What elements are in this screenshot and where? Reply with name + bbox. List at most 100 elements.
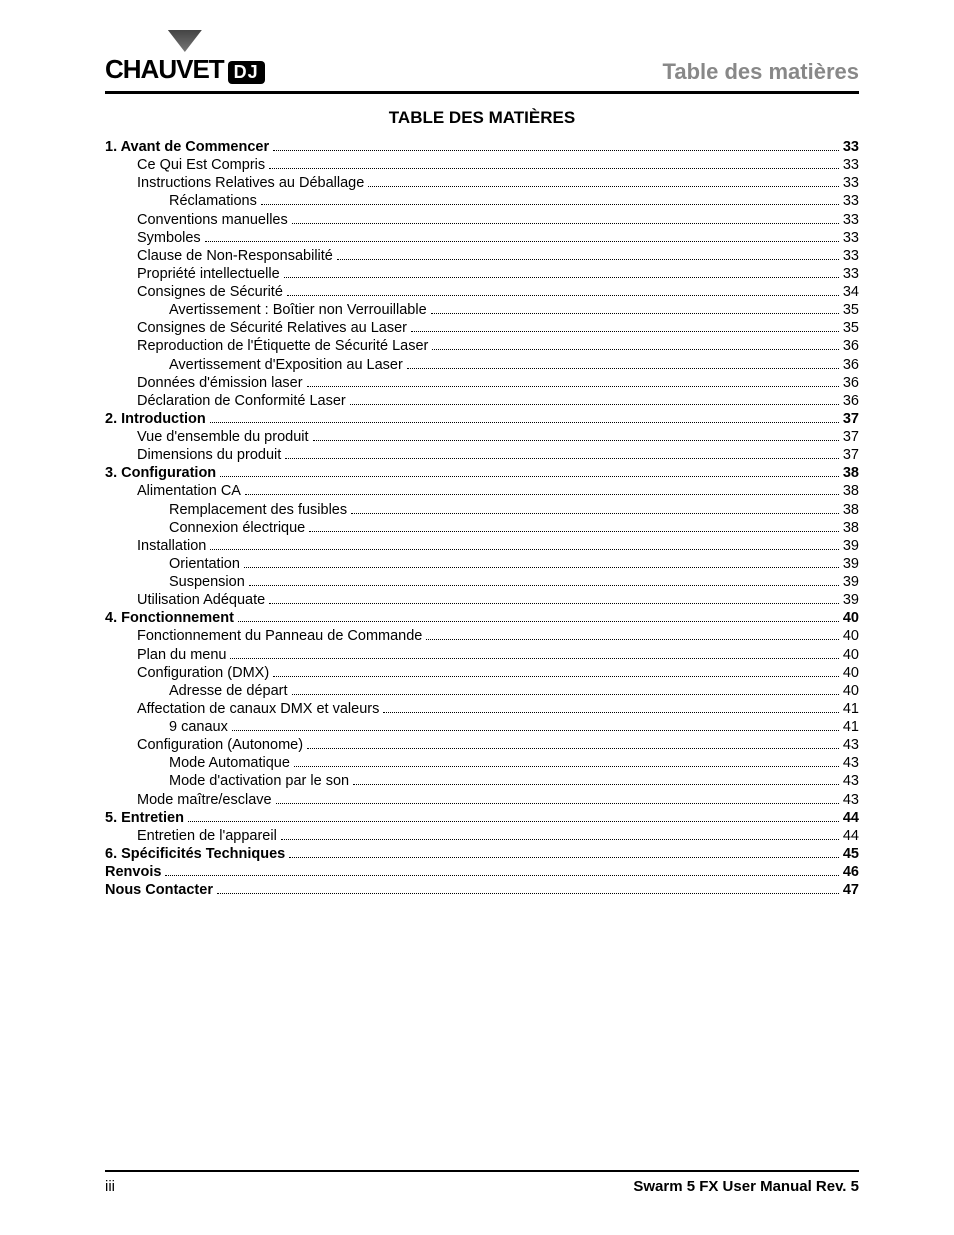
toc-entry-label: Alimentation CA — [137, 482, 241, 500]
toc-entry[interactable]: Suspension39 — [169, 573, 859, 591]
toc-entry[interactable]: Remplacement des fusibles38 — [169, 501, 859, 519]
toc-entry-label: 1. Avant de Commencer — [105, 138, 269, 156]
toc-leader — [220, 476, 839, 477]
toc-entry-page: 33 — [843, 247, 859, 265]
toc-entry-label: Adresse de départ — [169, 682, 288, 700]
toc-entry-label: Consignes de Sécurité Relatives au Laser — [137, 319, 407, 337]
toc-entry[interactable]: Renvois46 — [105, 863, 859, 881]
toc-entry[interactable]: Déclaration de Conformité Laser 36 — [137, 392, 859, 410]
toc-entry[interactable]: Orientation39 — [169, 555, 859, 573]
toc-entry-label: Utilisation Adéquate — [137, 591, 265, 609]
toc-entry[interactable]: 1. Avant de Commencer33 — [105, 138, 859, 156]
toc-entry-page: 39 — [843, 537, 859, 555]
toc-entry-label: Propriété intellectuelle — [137, 265, 280, 283]
toc-entry[interactable]: Dimensions du produit37 — [137, 446, 859, 464]
toc-entry[interactable]: Consignes de Sécurité34 — [137, 283, 859, 301]
toc-entry[interactable]: Mode d'activation par le son43 — [169, 772, 859, 790]
toc-entry-page: 45 — [843, 845, 859, 863]
toc-entry[interactable]: Affectation de canaux DMX et valeurs41 — [137, 700, 859, 718]
toc-entry-label: Remplacement des fusibles — [169, 501, 347, 519]
toc-entry-page: 36 — [843, 392, 859, 410]
toc-entry[interactable]: Réclamations33 — [169, 192, 859, 210]
toc-entry-label: Déclaration de Conformité Laser — [137, 392, 346, 410]
toc-entry[interactable]: 4. Fonctionnement40 — [105, 609, 859, 627]
brand-icon — [168, 30, 202, 52]
toc-entry[interactable]: Configuration (DMX)40 — [137, 664, 859, 682]
toc-entry[interactable]: 2. Introduction 37 — [105, 410, 859, 428]
toc-entry[interactable]: Connexion électrique38 — [169, 519, 859, 537]
toc-entry-page: 38 — [843, 464, 859, 482]
brand-text: CHAUVET DJ — [105, 54, 265, 85]
toc-entry[interactable]: Adresse de départ 40 — [169, 682, 859, 700]
toc-entry[interactable]: Mode Automatique43 — [169, 754, 859, 772]
toc-leader — [313, 440, 839, 441]
toc-entry-page: 33 — [843, 211, 859, 229]
toc-entry[interactable]: Conventions manuelles33 — [137, 211, 859, 229]
page-footer: iii Swarm 5 FX User Manual Rev. 5 — [105, 1170, 859, 1195]
toc-entry-label: Réclamations — [169, 192, 257, 210]
toc-entry-label: 5. Entretien — [105, 809, 184, 827]
page-header: CHAUVET DJ Table des matières — [105, 30, 859, 94]
toc-entry-label: Plan du menu — [137, 646, 226, 664]
toc-entry[interactable]: Reproduction de l'Étiquette de Sécurité … — [137, 337, 859, 355]
toc-entry[interactable]: Clause de Non-Responsabilité33 — [137, 247, 859, 265]
toc-entry[interactable]: Ce Qui Est Compris33 — [137, 156, 859, 174]
toc-entry[interactable]: Avertissement : Boîtier non Verrouillabl… — [169, 301, 859, 319]
toc-entry-page: 37 — [843, 446, 859, 464]
toc-entry[interactable]: Plan du menu40 — [137, 646, 859, 664]
toc-entry-label: Instructions Relatives au Déballage — [137, 174, 364, 192]
toc-entry-page: 35 — [843, 319, 859, 337]
page: CHAUVET DJ Table des matières TABLE DES … — [0, 0, 954, 1235]
toc-entry-label: Vue d'ensemble du produit — [137, 428, 309, 446]
toc-entry[interactable]: Installation39 — [137, 537, 859, 555]
toc-entry-label: 2. Introduction — [105, 410, 206, 428]
toc-entry-page: 41 — [843, 718, 859, 736]
toc-entry[interactable]: Vue d'ensemble du produit37 — [137, 428, 859, 446]
toc-leader — [245, 494, 839, 495]
toc-entry[interactable]: 9 canaux 41 — [169, 718, 859, 736]
toc-leader — [411, 331, 839, 332]
toc-entry-page: 40 — [843, 682, 859, 700]
toc-entry[interactable]: Entretien de l'appareil44 — [137, 827, 859, 845]
toc-entry-page: 36 — [843, 356, 859, 374]
toc-entry-page: 40 — [843, 627, 859, 645]
toc-leader — [261, 204, 839, 205]
toc-leader — [210, 549, 839, 550]
toc-entry-page: 36 — [843, 337, 859, 355]
toc-entry[interactable]: Propriété intellectuelle 33 — [137, 265, 859, 283]
toc-entry-label: Mode d'activation par le son — [169, 772, 349, 790]
toc-entry[interactable]: 5. Entretien44 — [105, 809, 859, 827]
toc-entry[interactable]: Instructions Relatives au Déballage33 — [137, 174, 859, 192]
toc-entry[interactable]: Données d'émission laser36 — [137, 374, 859, 392]
footer-page-number: iii — [105, 1178, 115, 1195]
toc-entry[interactable]: Symboles33 — [137, 229, 859, 247]
toc-leader — [383, 712, 839, 713]
toc-entry-label: 9 canaux — [169, 718, 228, 736]
toc-entry[interactable]: Utilisation Adéquate39 — [137, 591, 859, 609]
toc-leader — [210, 422, 839, 423]
toc-entry[interactable]: Fonctionnement du Panneau de Commande40 — [137, 627, 859, 645]
toc-entry[interactable]: Alimentation CA38 — [137, 482, 859, 500]
toc-entry[interactable]: 3. Configuration38 — [105, 464, 859, 482]
toc-entry[interactable]: Avertissement d'Exposition au Laser36 — [169, 356, 859, 374]
toc-leader — [273, 676, 839, 677]
toc-entry-label: 6. Spécificités Techniques — [105, 845, 285, 863]
toc-entry-page: 40 — [843, 609, 859, 627]
toc-entry[interactable]: Configuration (Autonome)43 — [137, 736, 859, 754]
toc-entry-page: 33 — [843, 265, 859, 283]
toc-leader — [269, 168, 839, 169]
toc-entry-page: 43 — [843, 754, 859, 772]
toc-entry[interactable]: Consignes de Sécurité Relatives au Laser… — [137, 319, 859, 337]
toc-entry[interactable]: 6. Spécificités Techniques 45 — [105, 845, 859, 863]
header-section-title: Table des matières — [663, 59, 859, 85]
toc-entry-label: Données d'émission laser — [137, 374, 303, 392]
toc-entry-label: Renvois — [105, 863, 161, 881]
toc-entry-label: Nous Contacter — [105, 881, 213, 899]
brand-name: CHAUVET — [105, 54, 224, 85]
toc-leader — [285, 458, 839, 459]
toc-leader — [292, 223, 839, 224]
brand-logo: CHAUVET DJ — [105, 30, 265, 85]
toc-entry[interactable]: Mode maître/esclave43 — [137, 791, 859, 809]
toc-entry-page: 37 — [843, 410, 859, 428]
toc-entry[interactable]: Nous Contacter47 — [105, 881, 859, 899]
